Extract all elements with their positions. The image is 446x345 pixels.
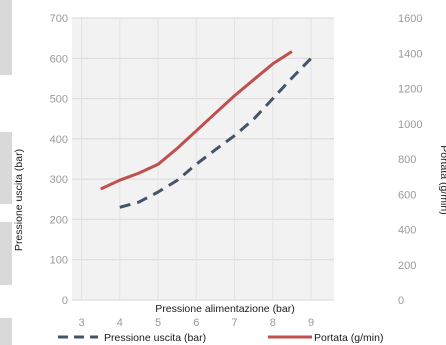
y-tick-label-right: 1600 [398,13,422,25]
series-line-pressione-uscita [119,57,313,209]
y-tick-label-left: 400 [50,134,68,146]
y-tick-label-right: 600 [398,189,416,201]
legend-label-pressione-uscita: Pressione uscita (bar) [104,332,206,344]
y-tick-label-right: 400 [398,225,416,237]
y-tick-label-left: 300 [50,174,68,186]
y-axis-title-right: Portata (g/min) [438,145,446,214]
y-tick-label-right: 1200 [398,84,422,96]
x-tick-label: 3 [78,317,84,329]
page-edge-strip [0,0,12,75]
series-line-portata [100,50,293,191]
legend-label-portata: Portata (g/min) [314,332,383,344]
y-tick-label-right: 0 [398,295,404,307]
x-axis-title: Pressione alimentazione (bar) [155,303,294,315]
y-tick-label-left: 500 [50,94,68,106]
y-tick-label-right: 800 [398,154,416,166]
x-tick-label: 7 [231,317,237,329]
x-tick-label: 9 [308,317,314,329]
x-tick-label: 6 [193,317,199,329]
y-tick-label-right: 200 [398,260,416,272]
legend: Pressione uscita (bar) Portata (g/min) [58,332,383,344]
y-tick-label-left: 600 [50,53,68,65]
x-tick-label: 5 [155,317,161,329]
y-tick-label-left: 100 [50,255,68,267]
page-edge-strip [0,318,12,345]
y-tick-label-right: 1400 [398,48,422,60]
y-tick-label-left: 700 [50,13,68,25]
x-tick-label: 4 [117,317,123,329]
y-tick-label-left: 0 [62,295,68,307]
page-edge-strip [0,222,12,285]
x-tick-label: 8 [270,317,276,329]
y-tick-label-left: 200 [50,214,68,226]
page-edge-strip [0,132,12,204]
y-tick-label-right: 1000 [398,119,422,131]
y-axis-title-left: Pressione uscita (bar) [13,149,25,251]
